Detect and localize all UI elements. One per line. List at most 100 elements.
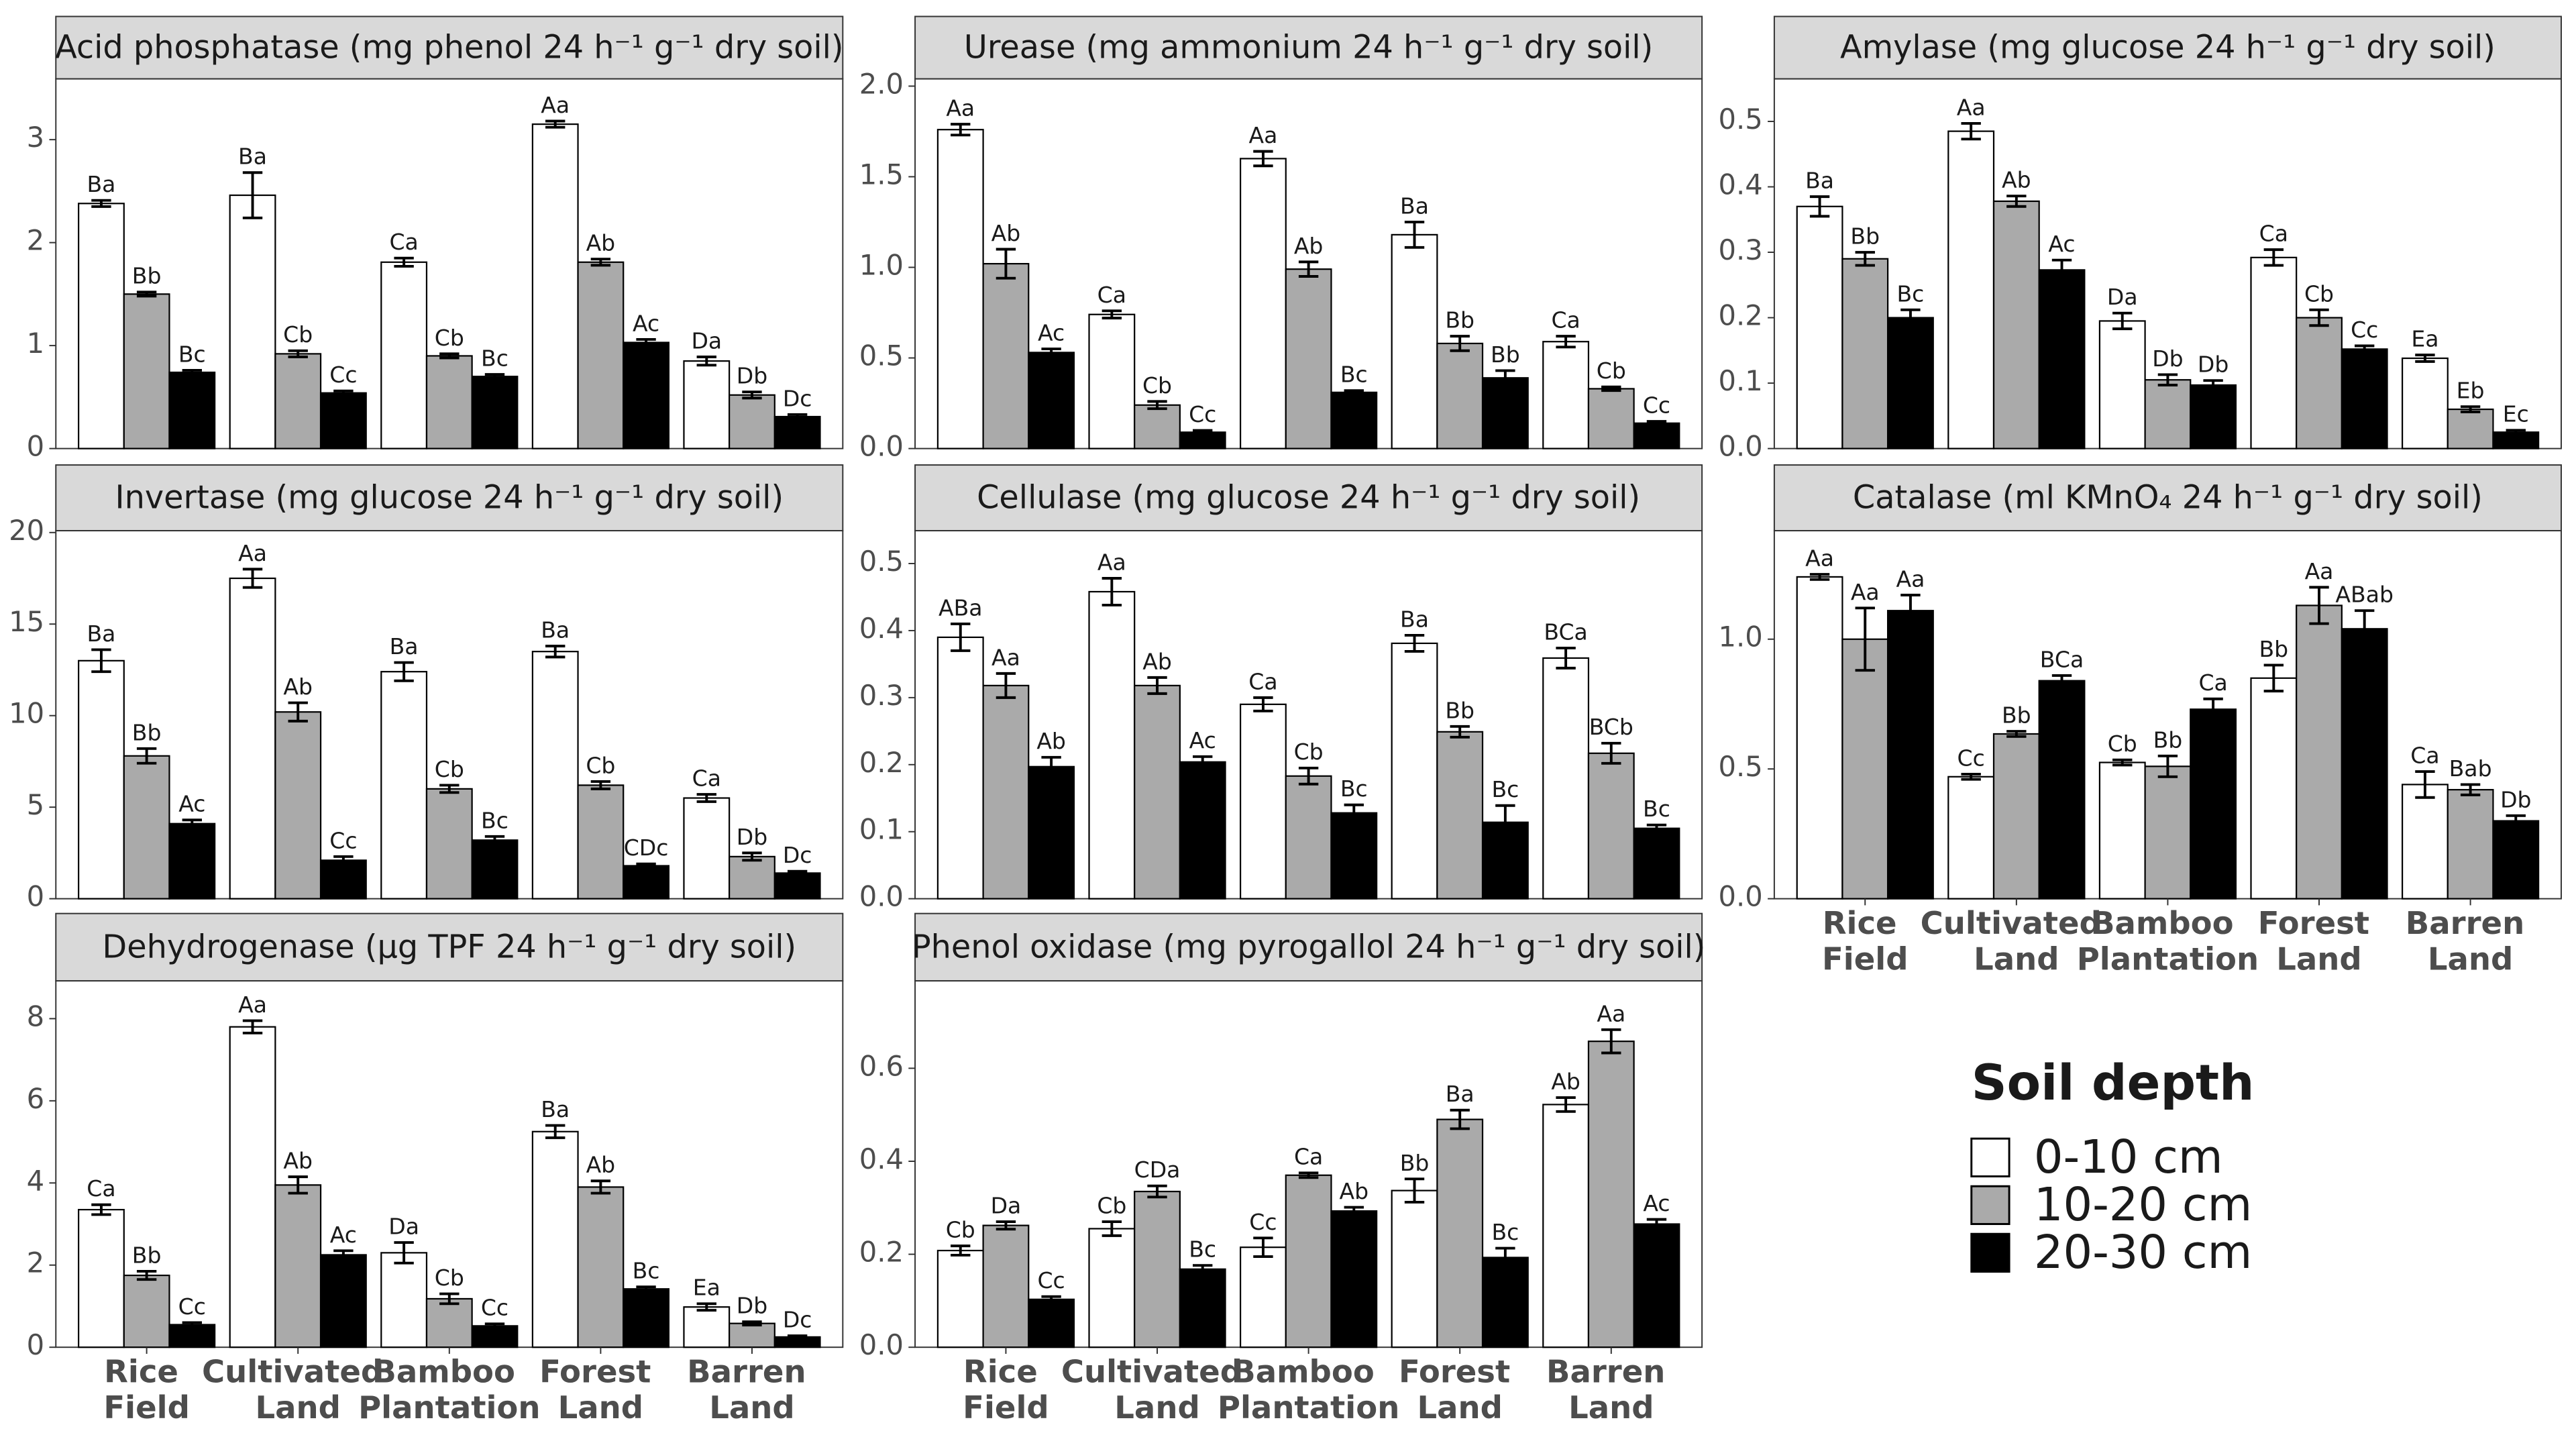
y-tick-label: 5 [27,788,44,821]
significance-letter: Cc [1643,392,1670,419]
significance-letter: Ab [1036,728,1066,754]
error-bar [696,1302,716,1312]
bar [982,262,1030,449]
significance-letter: Cb [1597,358,1626,384]
panel-title: Invertase (mg glucose 24 h⁻¹ g⁻¹ dry soi… [115,480,784,517]
bar [1796,576,1843,900]
bar [1481,1257,1529,1348]
significance-letter: Ba [390,633,419,659]
y-tick-label: 0.5 [1719,750,1763,783]
bar [982,684,1030,900]
error-bar [1855,606,1875,672]
bar [1841,638,1889,900]
legend-key [1970,1185,2010,1225]
significance-letter: Bb [1400,1150,1430,1176]
error-bar [2051,674,2072,688]
significance-letter: Dc [783,842,812,868]
bar [2401,784,2449,900]
bar [1587,752,1635,900]
y-tick-label: 3 [27,121,44,154]
y-tick-label: 0.2 [1719,299,1763,332]
significance-letter: Cb [1294,739,1324,765]
error-bar [1601,741,1621,765]
error-bar [288,701,308,723]
significance-letter: BCa [1544,619,1587,645]
bar [1886,610,1934,900]
significance-letter: Ab [1142,648,1172,674]
error-bar [2203,379,2223,391]
error-bar [951,1244,971,1257]
significance-letter: Ab [2002,167,2031,193]
significance-letter: Cb [435,756,464,782]
error-bar [1253,696,1273,712]
significance-letter: Ac [330,1222,357,1248]
x-tick-label: Forest Land [539,1353,661,1426]
bar [1841,258,1889,449]
strip [914,912,1703,982]
error-bar [1102,577,1122,606]
bar [2447,408,2494,449]
significance-letter: Bc [1491,776,1519,802]
error-bar [1450,725,1470,739]
x-tick-label: Cultivated Land [1921,904,2112,977]
bar [380,1252,428,1348]
significance-letter: Cc [481,1295,508,1321]
bar [1992,733,2040,900]
y-tick-label: 0.6 [859,1049,904,1082]
bar [936,129,984,449]
error-bar [136,747,157,765]
x-tick-label: Bamboo Plantation [358,1353,540,1426]
significance-letter: Ca [692,765,721,792]
bar [1633,422,1680,449]
significance-letter: CDa [1134,1157,1181,1183]
significance-letter: Ca [2410,743,2439,769]
strip [55,15,844,80]
error-bar [1646,823,1667,833]
significance-letter: Bb [1491,341,1520,368]
significance-letter: Cb [2304,280,2334,307]
bar [229,1026,276,1348]
y-tick-label: 0 [27,1328,44,1361]
bar [2144,765,2192,900]
error-bar [2006,730,2027,738]
bar [1285,775,1332,900]
error-bar [1041,348,1061,358]
error-bar [1404,1177,1425,1204]
significance-letter: Ac [1189,727,1216,753]
bar [1285,268,1332,449]
bar [425,1297,473,1348]
error-bar [1601,385,1621,392]
bar [1028,1298,1075,1348]
x-tick-label: Rice Field [963,1353,1049,1426]
error-bar [394,256,414,268]
error-bar [2460,405,2481,413]
bar [2144,379,2192,449]
bar [773,415,821,449]
bar [123,755,170,900]
bar [1481,377,1529,449]
y-tick-label: 0.0 [859,430,904,463]
significance-letter: Ba [541,617,570,643]
significance-letter: ABa [938,594,983,621]
error-bar [1961,121,1981,141]
bar [1633,827,1680,900]
x-tick-label: Cultivated Land [202,1353,394,1426]
error-bar [2203,697,2223,721]
error-bar [1900,308,1921,327]
y-tick-label: 8 [27,1000,44,1032]
bar [229,577,276,900]
significance-letter: Ca [2259,221,2288,247]
error-bar [1102,309,1122,320]
bar [1028,765,1075,900]
significance-letter: Db [2500,786,2531,812]
error-bar [1147,1184,1167,1199]
x-tick-label: Rice Field [103,1353,190,1426]
significance-letter: Ab [1551,1068,1580,1094]
bar [2190,708,2237,900]
significance-letter: Bb [1445,307,1474,333]
y-tick-label: 0.3 [1719,233,1763,266]
error-bar [2263,248,2284,267]
x-tick-label: Barren Land [1546,1353,1676,1426]
significance-letter: Aa [1805,545,1834,572]
